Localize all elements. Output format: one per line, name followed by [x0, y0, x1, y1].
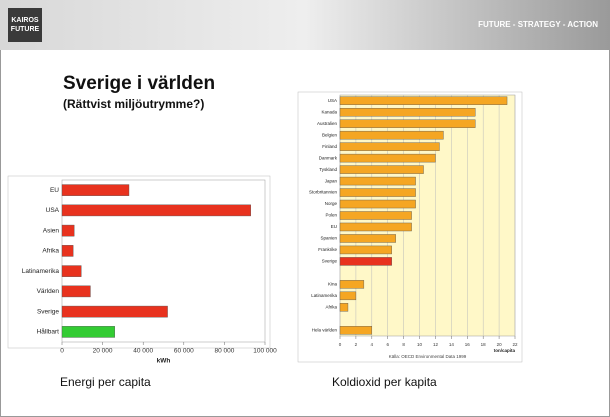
bar [61, 285, 91, 298]
x-tick-label: 80 000 [214, 348, 234, 355]
y-tick-label: Tyskland [319, 167, 337, 172]
bar [61, 305, 168, 318]
slide-subtitle: (Rättvist miljöutrymme?) [63, 97, 204, 111]
y-tick-label: Afrika [325, 304, 337, 309]
y-tick-label: Spanien [320, 236, 337, 241]
y-tick-label: USA [328, 98, 337, 103]
y-tick-label: Australien [317, 121, 338, 126]
y-tick-label: Norge [325, 201, 338, 206]
logo-text: FUTURE [11, 26, 40, 33]
bar [339, 280, 365, 289]
y-tick-label: Frankrike [318, 247, 337, 252]
y-tick-label: Asien [43, 227, 60, 234]
x-tick-label: 0 [339, 342, 342, 347]
bar [61, 265, 82, 277]
x-tick-label: 10 [417, 342, 423, 347]
bar [339, 222, 412, 232]
y-tick-label: USA [46, 207, 60, 214]
y-tick-label: Storbritannien [309, 190, 338, 195]
x-tick-label: 14 [449, 342, 455, 347]
bar [61, 245, 74, 257]
x-tick-label: 12 [433, 342, 439, 347]
y-tick-label: Japan [325, 178, 338, 183]
y-tick-label: Latinamerika [311, 293, 337, 298]
chart-caption: Energi per capita [60, 375, 151, 389]
y-tick-label: EU [331, 224, 337, 229]
bar [339, 119, 476, 128]
y-tick-label: Sverige [37, 308, 59, 315]
x-tick-label: 8 [402, 342, 405, 347]
bar [339, 176, 416, 186]
bar [339, 211, 412, 220]
bar [339, 107, 476, 117]
bar [339, 234, 396, 243]
bar [61, 326, 115, 338]
y-tick-label: Hållbart [37, 328, 60, 336]
y-tick-label: EU [50, 187, 59, 194]
x-tick-label: 40 000 [133, 348, 153, 355]
x-axis-label: kWh [157, 358, 171, 365]
x-tick-label: 100 000 [253, 348, 277, 355]
x-tick-label: 4 [371, 342, 374, 347]
source: Källa: OECD Environmental Data 1999 [389, 354, 467, 359]
x-tick-label: 16 [465, 342, 471, 347]
bar [339, 188, 416, 197]
bar [339, 130, 444, 140]
y-tick-label: Världen [37, 288, 60, 295]
bar [61, 224, 75, 237]
bar [61, 184, 130, 196]
x-tick-label: 60 000 [174, 348, 194, 355]
x-axis-label: ton/capita [494, 348, 516, 353]
bar [339, 257, 392, 266]
y-tick-label: Hela världen [312, 327, 338, 332]
plot-area [61, 179, 266, 343]
bar [339, 245, 392, 255]
header-band [0, 0, 610, 50]
bar [339, 142, 440, 151]
bar [339, 165, 424, 174]
bar [61, 204, 251, 217]
y-tick-label: Sverige [322, 259, 338, 264]
logo-box [8, 8, 42, 42]
y-tick-label: Finland [322, 144, 337, 149]
x-tick-label: 0 [60, 348, 64, 355]
chart-caption: Koldioxid per kapita [332, 375, 437, 389]
x-tick-label: 22 [512, 342, 518, 347]
logo-text: KAIROS [11, 17, 39, 24]
bar [339, 96, 508, 105]
bar [339, 326, 373, 335]
bar [339, 291, 357, 301]
x-tick-label: 2 [355, 342, 358, 347]
y-tick-label: Afrika [42, 248, 59, 255]
y-tick-label: Danmark [319, 155, 338, 160]
bar [339, 199, 416, 209]
x-tick-label: 6 [386, 342, 389, 347]
bar [339, 153, 436, 163]
tagline: FUTURE - STRATEGY - ACTION [478, 20, 598, 29]
y-tick-label: Belgien [322, 132, 338, 137]
y-tick-label: Kanada [321, 109, 337, 114]
y-tick-label: Kina [328, 282, 338, 287]
bar [339, 303, 349, 312]
x-tick-label: 20 [497, 342, 503, 347]
x-tick-label: 18 [481, 342, 487, 347]
y-tick-label: Latinamerika [22, 268, 60, 275]
x-tick-label: 20 000 [93, 348, 113, 355]
slide-title: Sverige i världen [63, 73, 215, 94]
y-tick-label: Polen [325, 213, 337, 218]
